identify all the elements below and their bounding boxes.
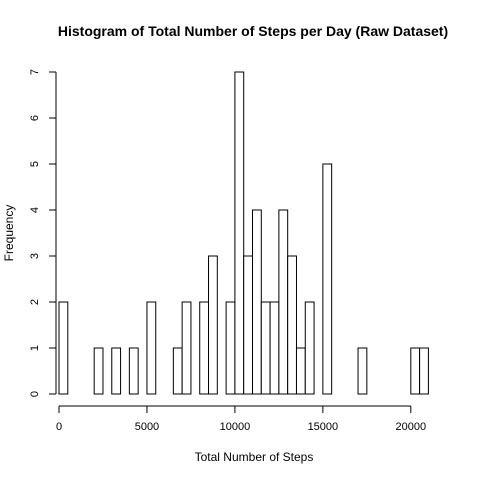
y-axis-label: Frequency bbox=[2, 205, 16, 262]
y-tick-label: 0 bbox=[29, 391, 41, 397]
x-axis-label: Total Number of Steps bbox=[195, 450, 314, 464]
histogram-bar bbox=[260, 301, 271, 395]
histogram-bar bbox=[172, 347, 183, 395]
histogram-bar bbox=[146, 301, 157, 395]
y-tick-label: 6 bbox=[29, 115, 41, 121]
histogram-bar bbox=[287, 255, 297, 395]
y-tick-label: 5 bbox=[29, 161, 41, 167]
histogram-bar bbox=[304, 301, 315, 395]
x-axis: 0 5000 10000 15000 20000 bbox=[56, 405, 427, 433]
histogram-bar bbox=[181, 301, 192, 395]
histogram-bar bbox=[243, 255, 253, 395]
y-tick-label: 7 bbox=[29, 69, 41, 75]
histogram-bar bbox=[93, 347, 104, 395]
histogram-bar bbox=[225, 301, 236, 395]
histogram-bar bbox=[234, 71, 245, 395]
histogram-bar bbox=[111, 347, 122, 395]
histogram-bar bbox=[322, 163, 333, 395]
x-tick-label: 20000 bbox=[396, 421, 427, 433]
x-tick-label: 0 bbox=[56, 421, 62, 433]
histogram-bar bbox=[58, 301, 69, 395]
x-tick-label: 5000 bbox=[135, 421, 159, 433]
histogram-bar bbox=[357, 347, 368, 395]
bars-layer bbox=[58, 71, 429, 395]
histogram-bar bbox=[269, 301, 280, 395]
x-tick-label: 10000 bbox=[220, 421, 251, 433]
histogram-bar bbox=[410, 347, 421, 395]
chart-title: Histogram of Total Number of Steps per D… bbox=[58, 23, 448, 39]
y-axis: 0 1 2 3 4 5 6 7 bbox=[29, 69, 57, 397]
histogram-bar bbox=[199, 301, 210, 395]
histogram-bar bbox=[208, 255, 218, 395]
y-tick-label: 1 bbox=[29, 345, 41, 351]
y-tick-label: 2 bbox=[29, 299, 41, 305]
histogram-bar bbox=[295, 347, 306, 395]
x-tick-label: 15000 bbox=[308, 421, 339, 433]
y-tick-label: 3 bbox=[29, 253, 41, 259]
histogram-bar bbox=[419, 347, 429, 395]
histogram-bar bbox=[278, 209, 289, 395]
histogram-bar bbox=[128, 347, 139, 395]
histogram-bar bbox=[252, 209, 262, 395]
y-tick-label: 4 bbox=[29, 207, 41, 213]
